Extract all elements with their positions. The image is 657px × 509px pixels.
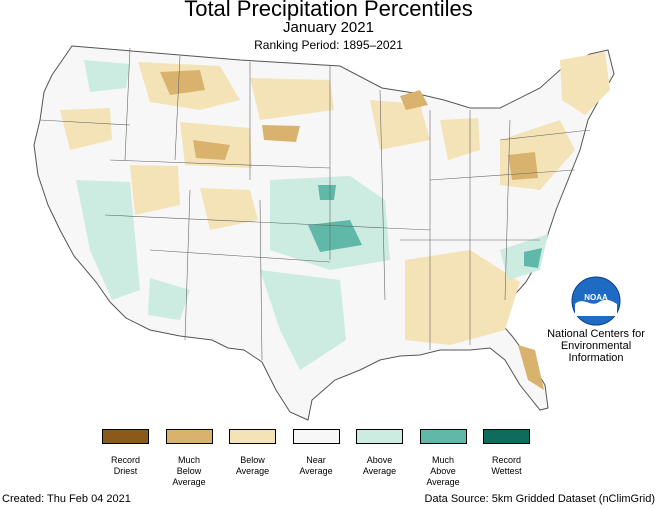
created-date: Created: Thu Feb 04 2021 [2,493,131,505]
org-line-1: National Centers for [547,328,645,340]
legend-label-line: Average [172,477,206,487]
legend-swatch [419,429,467,444]
legend-label-line: Record [110,455,140,465]
legend-label-line: Driest [113,466,138,476]
legend-label-line: Record [491,455,521,465]
legend-swatch [102,429,149,444]
org-line-3: Information [568,352,624,364]
legend-swatch [292,429,340,444]
map-title: Total Precipitation Percentiles [184,0,473,21]
org-line-2: Environmental [560,340,632,352]
map-subtitle: January 2021 [283,19,374,36]
state-boundaries [39,47,591,361]
legend-label-line: Much [431,455,454,465]
legend-swatch [483,429,530,444]
legend-label-line: Much [177,455,200,465]
legend-label: Above Average [345,455,415,477]
legend-label: Record Wettest [472,455,542,477]
legend-swatch [165,429,213,444]
legend-label-line: Wettest [491,466,522,476]
data-source: Data Source: 5km Gridded Dataset (nClimG… [424,493,655,505]
legend-label-line: Average [235,466,270,476]
legend-label: Record Driest [91,455,161,477]
legend-label: Below Average [218,455,288,477]
logo-text: NOAA [584,293,608,302]
much-above-average-areas [308,185,542,268]
legend-label-line: Average [362,466,397,476]
legend-label-line: Below [240,455,265,465]
legend-label-line: Average [426,477,460,487]
legend-label-line: Average [299,466,333,476]
legend-swatch [356,429,403,444]
legend-label-line: Above [366,455,393,465]
legend-label-line: Below [176,466,202,476]
ranking-period: Ranking Period: 1895–2021 [254,38,403,52]
legend-label-line: Near [306,455,326,465]
legend-label: Much Below Average [154,455,224,488]
legend-label: Much Above Average [408,455,478,488]
legend-label-line: Above [430,466,456,476]
legend-label: Near Average [281,455,351,477]
legend-swatch [229,429,276,444]
noaa-logo-icon: NOAA [571,276,621,326]
